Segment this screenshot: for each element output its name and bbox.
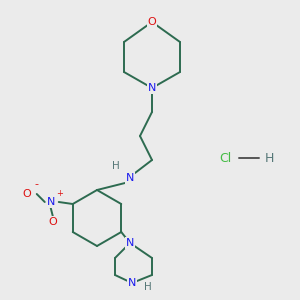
- Text: +: +: [56, 188, 63, 197]
- Text: H: H: [144, 282, 152, 292]
- Text: N: N: [126, 173, 134, 183]
- Text: N: N: [148, 83, 156, 93]
- Text: H: H: [264, 152, 274, 164]
- Text: Cl: Cl: [219, 152, 231, 164]
- Text: N: N: [126, 238, 134, 248]
- Text: N: N: [128, 278, 136, 288]
- Text: O: O: [148, 17, 156, 27]
- Text: O: O: [48, 217, 57, 227]
- Text: N: N: [46, 197, 55, 207]
- Text: O: O: [22, 189, 31, 199]
- Text: H: H: [112, 161, 120, 171]
- Text: -: -: [35, 179, 39, 189]
